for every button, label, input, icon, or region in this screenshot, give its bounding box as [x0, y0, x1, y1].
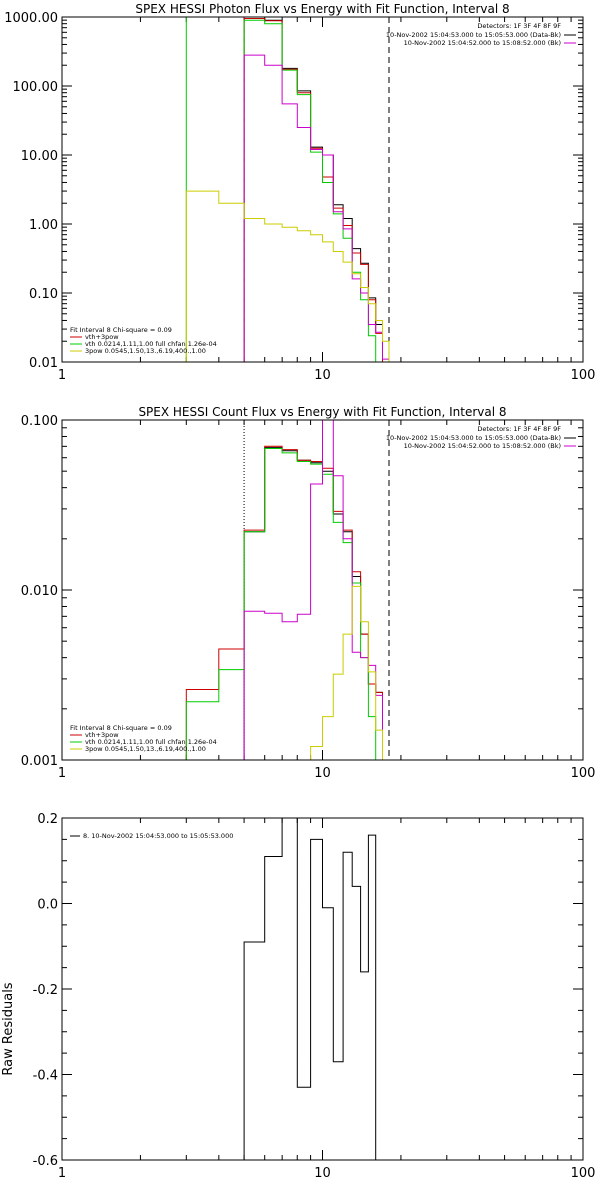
series-line-0	[243, 818, 389, 1160]
series-line-4	[185, 190, 390, 362]
y-tick-label: -0.6	[33, 1154, 58, 1169]
y-tick-label: -0.2	[33, 983, 58, 998]
x-tick-label: 1	[58, 766, 66, 781]
legend-header: Detectors: 1F 3F 4F 8F 9F	[477, 425, 561, 433]
legend-entry-text: vth 0.0214,1.11,1.00 full chfan 1.26e-04	[85, 340, 217, 348]
y-tick-label: 0.01	[29, 356, 58, 371]
y-tick-label: 0.001	[21, 754, 58, 769]
count-flux-panel: SPEX HESSI Count Flux vs Energy with Fit…	[21, 405, 596, 781]
x-tick-label: 10	[314, 766, 331, 781]
legend-entry-text: 3pow 0.0545,1.50,13.,6.19,400.,1.00	[85, 745, 206, 753]
legend-entry-text: vth+3pow	[85, 333, 119, 341]
chart-title: SPEX HESSI Count Flux vs Energy with Fit…	[138, 405, 506, 419]
y-axis-label: Raw Residuals	[1, 982, 16, 1075]
legend-header: Detectors: 1F 3F 4F 8F 9F	[477, 22, 561, 30]
y-tick-label: 0.10	[29, 287, 58, 302]
x-tick-label: 1	[58, 1166, 66, 1181]
series-line-2	[185, 448, 389, 760]
plot-frame	[61, 817, 584, 1161]
y-tick-label: 0.0	[37, 898, 58, 913]
legend-entry-text: vth+3pow	[85, 731, 119, 739]
series-line-3	[243, 54, 396, 362]
chart-title: SPEX HESSI Photon Flux vs Energy with Fi…	[135, 2, 509, 16]
y-tick-label: 1.00	[29, 218, 58, 233]
plot-frame	[61, 419, 584, 761]
legend-entry-text: 10-Nov-2002 15:04:53.000 to 15:05:53.000…	[386, 434, 561, 442]
legend-header: Fit Interval 8 Chi-square = 0.09	[70, 724, 172, 732]
y-tick-label: 1000.00	[4, 11, 58, 26]
y-tick-label: 0.010	[21, 584, 58, 599]
y-tick-label: -0.4	[33, 1069, 58, 1084]
y-tick-label: 0.2	[37, 812, 58, 827]
series-line-0	[243, 18, 396, 362]
x-tick-label: 10	[314, 1166, 331, 1181]
x-tick-label: 10	[314, 368, 331, 383]
y-tick-label: 10.00	[21, 149, 58, 164]
photon-flux-panel: SPEX HESSI Photon Flux vs Energy with Fi…	[4, 2, 595, 383]
y-tick-label: 0.100	[21, 414, 58, 429]
legend-entry-text: vth 0.0214,1.11,1.00 full chfan 1.26e-04	[85, 738, 217, 746]
series-line-1	[185, 445, 396, 760]
legend-entry-text: 3pow 0.0545,1.50,13.,6.19,400.,1.00	[85, 347, 206, 355]
legend-entry-text: 10-Nov-2002 15:04:52.000 to 15:08:52.000…	[404, 39, 561, 47]
series-line-0	[243, 446, 396, 760]
series-line-4	[186, 585, 389, 760]
legend-entry-text: 8. 10-Nov-2002 15:04:53.000 to 15:05:53.…	[83, 832, 233, 840]
plot-frame	[61, 16, 584, 363]
legend-entry-text: 10-Nov-2002 15:04:52.000 to 15:08:52.000…	[404, 442, 561, 450]
legend-header: Fit Interval 8 Chi-square = 0.09	[70, 326, 172, 334]
residuals-panel: Raw Residuals 1 10 100 0.2 0.0 -0.2 -0.4 -0.6 8. …	[1, 812, 595, 1181]
x-tick-label: 100	[571, 1166, 596, 1181]
x-tick-label: 100	[571, 368, 596, 383]
series-line-3	[243, 420, 389, 760]
y-tick-label: 100.00	[13, 80, 59, 95]
series-line-2	[243, 19, 396, 362]
x-tick-label: 100	[571, 766, 596, 781]
series-line-1	[243, 18, 396, 362]
legend-entry-text: 10-Nov-2002 15:04:53.000 to 15:05:53.000…	[386, 31, 561, 39]
x-tick-label: 1	[58, 368, 66, 383]
